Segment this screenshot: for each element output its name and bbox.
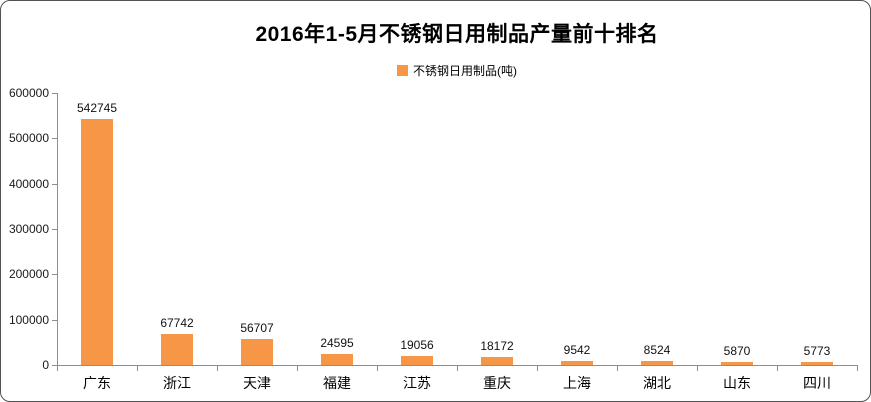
y-tick: [52, 138, 57, 140]
legend: 不锈钢日用制品(吨): [57, 62, 857, 79]
x-tick: [537, 365, 538, 371]
bar: [481, 356, 513, 365]
y-axis-line: [57, 93, 58, 365]
bar: [321, 353, 353, 365]
x-category-label: 上海: [563, 375, 591, 391]
x-tick: [617, 365, 618, 371]
x-tick: [697, 365, 698, 371]
x-tick: [457, 365, 458, 371]
legend-swatch-icon: [397, 65, 408, 76]
bar: [561, 360, 593, 365]
bar-value-label: 19056: [400, 338, 434, 353]
bar-value-label: 67742: [160, 316, 194, 331]
bar-value-label: 9542: [563, 342, 591, 357]
bar-value-label: 18172: [480, 338, 514, 353]
bar-value-label: 56707: [240, 321, 274, 336]
x-tick: [777, 365, 778, 371]
bar-value-label: 24595: [320, 335, 354, 350]
x-category-label: 浙江: [163, 375, 191, 391]
bar-value-label: 5870: [723, 344, 751, 359]
y-tick: [52, 365, 57, 366]
x-category-label: 重庆: [483, 375, 511, 391]
x-category-label: 湖北: [643, 375, 671, 391]
y-tick: [52, 319, 57, 321]
x-category-label: 天津: [243, 375, 271, 391]
bar: [641, 361, 673, 365]
y-tick-label: 200000: [8, 267, 49, 282]
y-tick-label: 600000: [8, 86, 49, 100]
x-tick: [377, 365, 378, 371]
bar: [401, 356, 433, 365]
y-tick-label: 100000: [8, 312, 49, 327]
bar: [241, 339, 273, 365]
x-tick: [217, 365, 218, 371]
y-tick-label: 400000: [8, 176, 49, 191]
y-tick: [52, 229, 57, 230]
x-tick: [57, 365, 58, 371]
bar-value-label: 8524: [643, 343, 671, 358]
bar: [801, 362, 833, 365]
bar-value-label: 542745: [76, 100, 118, 115]
x-category-label: 山东: [723, 375, 751, 391]
x-tick: [137, 365, 138, 371]
y-tick: [52, 183, 57, 185]
bar-value-label: 5773: [803, 344, 831, 359]
legend-label: 不锈钢日用制品(吨): [413, 64, 517, 78]
y-tick: [52, 93, 57, 94]
x-tick: [857, 365, 858, 371]
chart-title: 2016年1-5月不锈钢日用制品产量前十排名: [255, 23, 659, 46]
bar: [81, 118, 113, 365]
x-category-label: 福建: [323, 375, 351, 391]
bar: [161, 334, 193, 365]
y-tick: [52, 274, 57, 276]
x-category-label: 江苏: [403, 375, 431, 391]
y-tick-label: 300000: [8, 222, 49, 236]
y-tick-label: 0: [42, 358, 49, 372]
y-tick-label: 500000: [8, 131, 49, 146]
x-category-label: 广东: [83, 375, 111, 391]
x-tick: [297, 365, 298, 371]
x-category-label: 四川: [803, 375, 831, 391]
bar: [721, 362, 753, 365]
